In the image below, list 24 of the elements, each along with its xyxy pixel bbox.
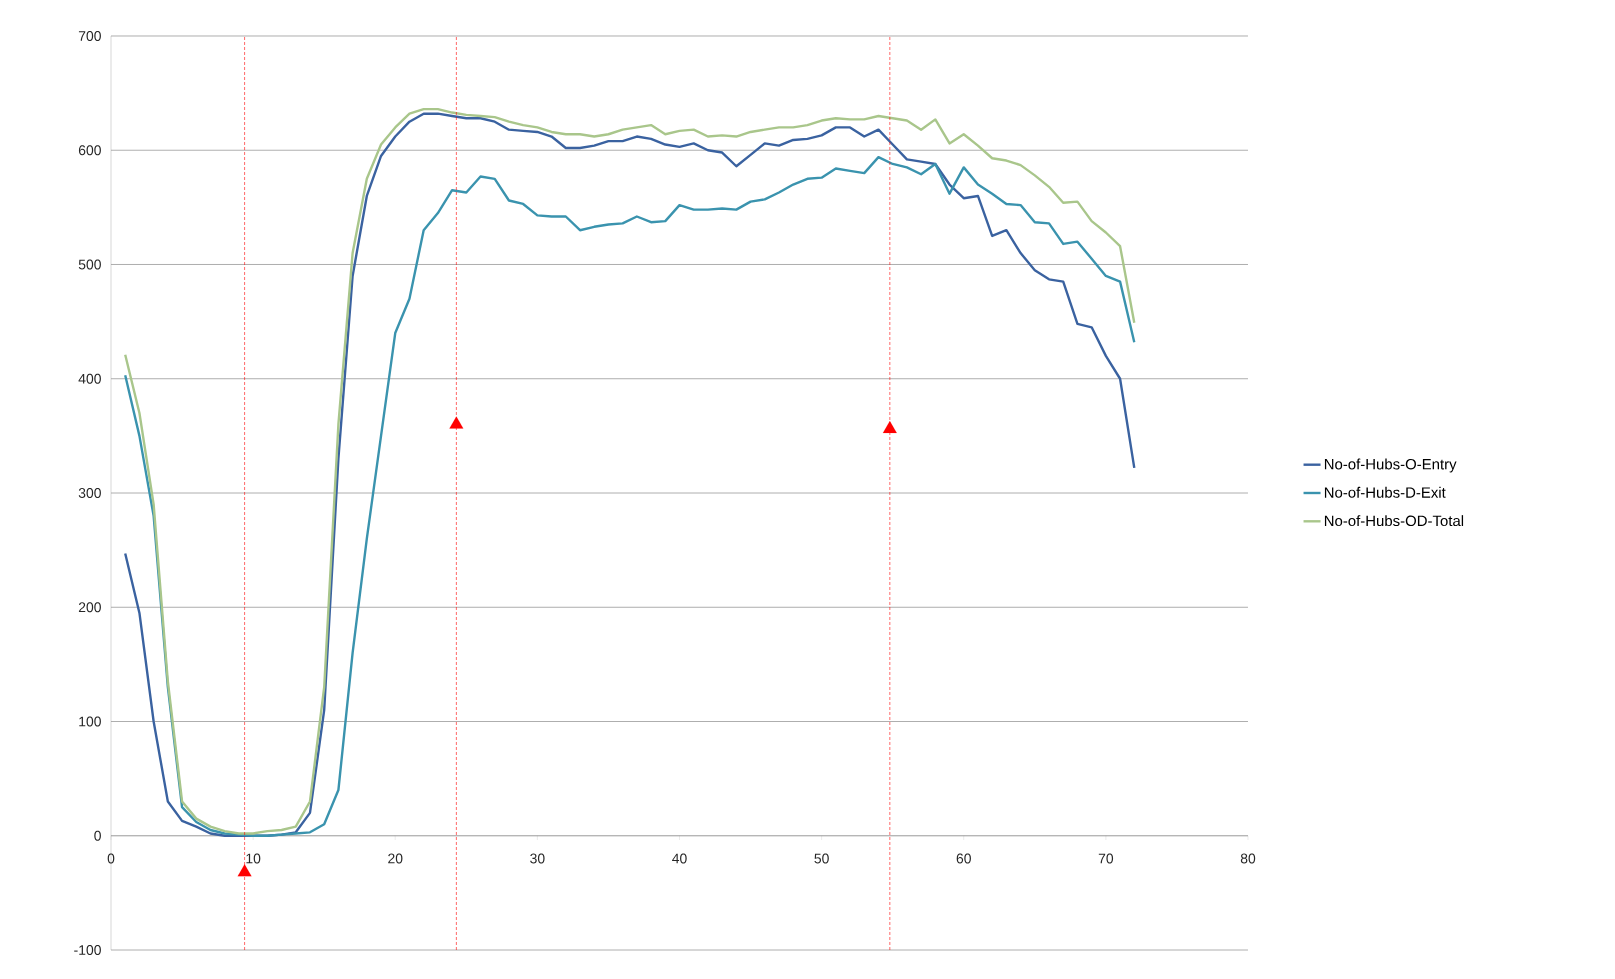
x-tick-label: 0 — [107, 853, 115, 864]
legend-label: No-of-Hubs-OD-Total — [1324, 515, 1464, 527]
x-tick-label: 30 — [530, 853, 545, 864]
y-tick-label: 200 — [78, 602, 101, 613]
y-tick-label: 700 — [78, 31, 101, 41]
y-tick-label: -100 — [74, 945, 101, 955]
y-tick-label: 100 — [79, 716, 101, 727]
point — [449, 416, 464, 429]
x-tick-label: 80 — [1240, 853, 1256, 864]
y-tick-label: 400 — [78, 373, 101, 384]
y-tick-label: 500 — [78, 259, 101, 270]
point — [882, 420, 897, 434]
legend-label: No-of-Hubs-O-Entry — [1324, 458, 1457, 473]
legend-label: No-of-Hubs-D-Exit — [1324, 486, 1446, 498]
y-tick-label: 600 — [78, 145, 101, 156]
x-tick-label: 40 — [672, 853, 687, 864]
x-tick-label: 70 — [1098, 853, 1114, 864]
x-tick-label: 10 — [246, 853, 261, 864]
y-tick-label: 0 — [94, 830, 101, 841]
x-tick-label: 50 — [814, 853, 829, 864]
x-tick-label: 60 — [956, 853, 971, 864]
x-tick-label: 20 — [388, 853, 403, 864]
y-tick-label: 300 — [78, 488, 101, 498]
point — [237, 864, 252, 877]
